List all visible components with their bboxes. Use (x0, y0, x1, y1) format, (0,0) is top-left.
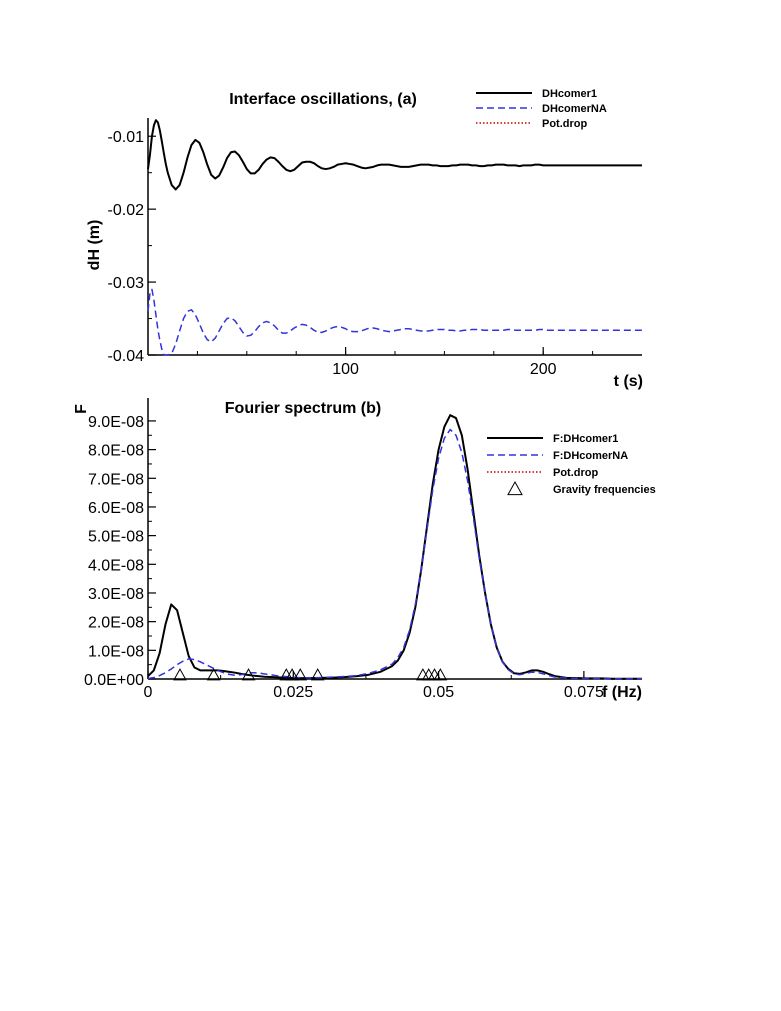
legend-label: DHcomerNA (542, 103, 607, 115)
ytick-label: 2.0E-08 (88, 615, 144, 632)
chart-b-title: Fourier spectrum (b) (225, 400, 381, 417)
ytick-label: 3.0E-08 (88, 586, 144, 603)
xtick-label: 0.075 (564, 684, 604, 701)
chart-b-ylabel: F (73, 404, 90, 414)
legend-label: Gravity frequencies (553, 484, 656, 496)
ytick-label: -0.04 (108, 348, 145, 365)
ytick-label: -0.01 (108, 129, 145, 146)
legend-label: Pot.drop (542, 118, 587, 130)
legend-label: DHcomer1 (542, 88, 597, 100)
gravity-frequency-marker (433, 668, 448, 681)
gravity-frequency-marker (285, 668, 299, 681)
gravity-frequency-marker (293, 668, 308, 681)
ytick-label: 0.0E+00 (84, 672, 144, 689)
gravity-frequency-marker (241, 668, 256, 681)
legend-label: F:DHcomerNA (553, 450, 628, 462)
ytick-label: -0.02 (108, 202, 145, 219)
series-line-dhcomerna (147, 288, 642, 356)
legend-label: Pot.drop (553, 467, 598, 479)
chart-b-legend: F:DHcomer1 F:DHcomerNA Pot.drop Gravity fre… (487, 433, 656, 496)
chart-a-title: Interface oscillations, (a) (229, 91, 417, 108)
chart-a-xlabel: t (s) (614, 373, 643, 390)
ytick-label: -0.03 (108, 275, 145, 292)
ytick-label: 1.0E-08 (88, 643, 144, 660)
xtick-label: 0 (144, 684, 153, 701)
ytick-label: 7.0E-08 (88, 471, 144, 488)
xtick-label: 0.05 (423, 684, 454, 701)
chart-a-ylabel: dH (m) (86, 220, 103, 271)
ytick-label: 5.0E-08 (88, 529, 144, 546)
series-line-f-dhcomerna (147, 428, 642, 680)
ytick-label: 4.0E-08 (88, 557, 144, 574)
series-line-dhcomer1 (147, 119, 642, 191)
xtick-label: 200 (530, 361, 557, 378)
legend-label: F:DHcomer1 (553, 433, 618, 445)
legend-symbol (507, 480, 523, 496)
gravity-frequency-marker (310, 668, 325, 681)
chart-b-fourier-spectrum: Fourier spectrum (b) 0.0E+00 1.0E-08 2.0E-… (73, 398, 656, 701)
ytick-label: 6.0E-08 (88, 500, 144, 517)
chart-b-xlabel: f (Hz) (602, 684, 642, 701)
ytick-label: 8.0E-08 (88, 443, 144, 460)
gravity-frequency-marker (173, 668, 187, 681)
xtick-label: 0.025 (273, 684, 313, 701)
chart-a-interface-oscillations: Interface oscillations, (a) -0.04 -0.03 -0… (86, 88, 643, 390)
ytick-label: 9.0E-08 (88, 414, 144, 431)
chart-a-legend: DHcomer1 DHcomerNA Pot.drop (476, 88, 607, 130)
gravity-frequency-marker (206, 668, 221, 681)
xtick-label: 100 (332, 361, 359, 378)
